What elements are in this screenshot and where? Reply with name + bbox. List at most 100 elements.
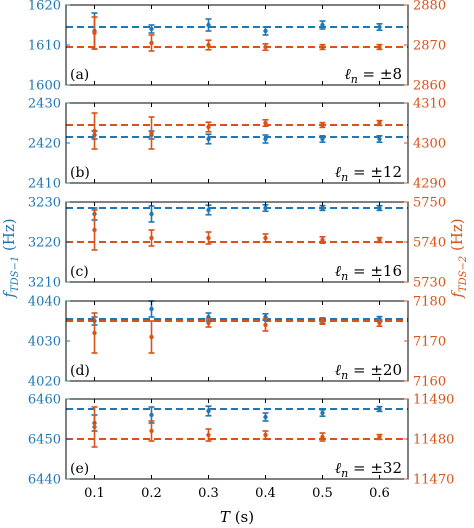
y-tick-left: 2410	[28, 177, 61, 192]
panel-label: (e)	[70, 461, 89, 477]
panel-b: 2410 2420 2430 4290 4300 4310 (b) ℓn = ±12	[28, 97, 446, 192]
data-point-right	[91, 16, 98, 50]
y-axis-label-right: fTDS−2 (Hz)	[448, 218, 469, 298]
data-point-right	[376, 43, 383, 51]
data-point-right	[91, 209, 98, 251]
panel-a: 1600 1610 1620 2860 2870 2880 (a) ℓn = ±8	[28, 0, 446, 94]
ln-annotation: ℓn = ±8	[344, 65, 402, 86]
data-point-right	[91, 406, 98, 448]
data-point-right	[205, 318, 212, 328]
data-point-left	[262, 26, 269, 36]
y-tick-right: 2880	[413, 0, 446, 14]
y-tick-right: 5730	[413, 276, 446, 291]
data-point-left	[376, 405, 383, 413]
data-point-left	[148, 205, 155, 223]
y-tick-right: 4310	[413, 97, 446, 112]
data-point-left	[205, 133, 212, 145]
x-axis-label: T (s)	[220, 508, 254, 526]
x-tick-label: 0.2	[141, 486, 162, 501]
data-point-right	[91, 112, 98, 150]
y-tick-left: 6450	[28, 433, 61, 448]
data-point-left	[262, 134, 269, 144]
y-tick-left: 2430	[28, 97, 61, 112]
data-point-right	[205, 428, 212, 442]
data-point-left	[262, 412, 269, 422]
data-point-left	[319, 408, 326, 418]
y-tick-left: 1600	[28, 79, 61, 94]
data-point-right	[205, 121, 212, 133]
panel-e: 6440 6450 6460 11470 11480 11490 (e) ℓn = ±32	[28, 393, 454, 488]
data-point-left	[376, 135, 383, 143]
y-tick-left: 6440	[28, 473, 61, 488]
x-tick-label: 0.3	[198, 486, 219, 501]
data-point-right	[319, 43, 326, 51]
data-point-right	[148, 320, 155, 354]
ln-annotation: ℓn = ±12	[335, 163, 402, 184]
data-point-right	[148, 229, 155, 247]
data-point-right	[262, 318, 269, 332]
y-tick-right: 2870	[413, 39, 446, 54]
data-point-right	[205, 39, 212, 51]
panel-c: 3210 3220 3230 5730 5740 5750 (c) ℓn = ±16	[28, 196, 446, 291]
y-tick-right: 7170	[413, 335, 446, 350]
panel-label: (c)	[70, 264, 89, 280]
data-point-right	[376, 318, 383, 328]
data-point-right	[148, 116, 155, 150]
y-tick-right: 11470	[413, 473, 454, 488]
y-tick-left: 4030	[28, 335, 61, 350]
y-axis-label-left: fTDS−1 (Hz)	[0, 218, 21, 298]
data-point-right	[376, 119, 383, 127]
panel-label: (d)	[70, 363, 90, 379]
y-tick-right: 4290	[413, 177, 446, 192]
data-point-right	[262, 42, 269, 52]
y-tick-right: 11490	[413, 393, 454, 408]
data-point-right	[319, 316, 326, 326]
data-point-right	[205, 231, 212, 245]
data-point-right	[262, 233, 269, 243]
panel-label: (a)	[70, 67, 89, 83]
panel-d: 4020 4030 4040 7160 7170 7180 (d) ℓn = ±20	[28, 295, 446, 390]
y-tick-right: 5750	[413, 196, 446, 211]
data-point-left	[319, 204, 326, 212]
ln-annotation: ℓn = ±16	[335, 262, 402, 283]
data-point-left	[205, 405, 212, 417]
x-tick-label: 0.6	[369, 486, 390, 501]
y-tick-right: 7160	[413, 375, 446, 390]
data-point-left	[376, 204, 383, 212]
y-tick-left: 1610	[28, 39, 61, 54]
data-point-left	[319, 135, 326, 143]
y-tick-left: 4040	[28, 295, 61, 310]
data-point-right	[262, 119, 269, 127]
y-tick-left: 2420	[28, 137, 61, 152]
y-tick-left: 3210	[28, 276, 61, 291]
ln-annotation: ℓn = ±32	[335, 459, 402, 480]
data-point-right	[376, 236, 383, 244]
y-tick-right: 4300	[413, 137, 446, 152]
x-tick-label: 0.1	[84, 486, 105, 501]
data-point-right	[319, 236, 326, 244]
data-point-right	[376, 433, 383, 441]
data-point-right	[148, 420, 155, 442]
y-tick-left: 3230	[28, 196, 61, 211]
y-tick-left: 3220	[28, 236, 61, 251]
y-tick-right: 7180	[413, 295, 446, 310]
data-point-left	[148, 24, 155, 34]
x-tick-label: 0.4	[255, 486, 276, 501]
x-axis: 0.1 0.2 0.3 0.4 0.5 0.6	[84, 486, 390, 501]
data-point-left	[205, 204, 212, 216]
data-point-right	[319, 432, 326, 442]
data-point-right	[148, 34, 155, 52]
y-tick-left: 6460	[28, 393, 61, 408]
y-tick-right: 11480	[413, 433, 454, 448]
x-tick-label: 0.5	[312, 486, 333, 501]
data-point-right	[262, 430, 269, 440]
panel-label: (b)	[70, 165, 90, 181]
y-tick-right: 5740	[413, 236, 446, 251]
y-tick-left: 1620	[28, 0, 61, 14]
data-point-right	[319, 121, 326, 129]
data-point-left	[319, 20, 326, 30]
data-point-right	[91, 312, 98, 354]
y-tick-left: 4020	[28, 375, 61, 390]
